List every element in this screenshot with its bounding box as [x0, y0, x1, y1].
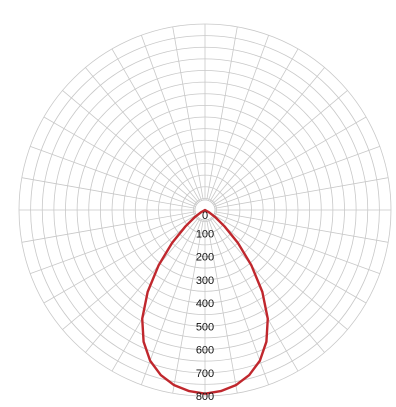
- radial-tick-label: 200: [196, 252, 214, 264]
- grid-ring: [123, 128, 287, 292]
- grid-ring: [65, 70, 345, 350]
- grid-ray: [209, 48, 299, 202]
- intensity-curves: [141, 208, 269, 395]
- radial-grid: [18, 23, 392, 397]
- grid-ray: [43, 116, 197, 206]
- grid-ray: [172, 219, 204, 394]
- grid-ray: [62, 90, 198, 204]
- grid-ring: [18, 23, 392, 397]
- grid-ray: [214, 213, 380, 274]
- grid-ray: [211, 67, 325, 203]
- grid-ray: [85, 217, 199, 353]
- grid-ray: [212, 90, 348, 204]
- radial-tick-label: 400: [196, 298, 214, 310]
- radial-tick-label: 700: [196, 368, 214, 380]
- grid-ring: [169, 174, 241, 246]
- grid-ray: [214, 211, 389, 243]
- grid-ray: [141, 35, 202, 201]
- grid-ring: [181, 186, 229, 234]
- grid-ring: [158, 163, 252, 257]
- intensity-curve: [141, 208, 269, 395]
- grid-ring: [88, 93, 322, 327]
- grid-ray: [30, 213, 196, 274]
- grid-ring: [134, 139, 276, 281]
- radial-tick-label: 100: [196, 228, 214, 240]
- grid-ring: [53, 58, 357, 362]
- radial-tick-labels: 0 100 200 300 400 500 600 700 800: [196, 210, 214, 403]
- grid-ring: [146, 151, 264, 269]
- grid-ring: [99, 104, 311, 316]
- grid-ray: [206, 26, 238, 201]
- grid-ray: [214, 146, 380, 207]
- grid-ray: [208, 35, 269, 201]
- grid-ray: [111, 48, 201, 202]
- grid-ring: [194, 199, 216, 221]
- grid-ray: [43, 214, 197, 304]
- grid-ray: [141, 219, 202, 385]
- grid-ray: [208, 219, 269, 385]
- grid-ray: [21, 177, 196, 209]
- grid-ring: [192, 197, 218, 223]
- grid-ring: [111, 116, 299, 304]
- grid-ray: [209, 218, 299, 372]
- angular-grid: [19, 24, 391, 396]
- radial-tick-label: 800: [196, 391, 214, 403]
- grid-ray: [62, 216, 198, 330]
- radial-tick-label: 600: [196, 345, 214, 357]
- grid-ray: [30, 146, 196, 207]
- grid-ray: [212, 216, 348, 330]
- radial-tick-label: 500: [196, 321, 214, 333]
- grid-ray: [111, 218, 201, 372]
- grid-ray: [206, 219, 238, 394]
- grid-ray: [172, 26, 204, 201]
- radial-tick-label: 300: [196, 275, 214, 287]
- grid-ray: [21, 211, 196, 243]
- grid-ray: [213, 116, 367, 206]
- grid-ray: [85, 67, 199, 203]
- grid-ray: [214, 177, 389, 209]
- grid-ring: [41, 46, 369, 374]
- grid-ray: [211, 217, 325, 353]
- grid-ring: [30, 35, 380, 385]
- radial-tick-label: 0: [202, 210, 208, 222]
- grid-ray: [213, 214, 367, 304]
- grid-ring: [76, 81, 334, 339]
